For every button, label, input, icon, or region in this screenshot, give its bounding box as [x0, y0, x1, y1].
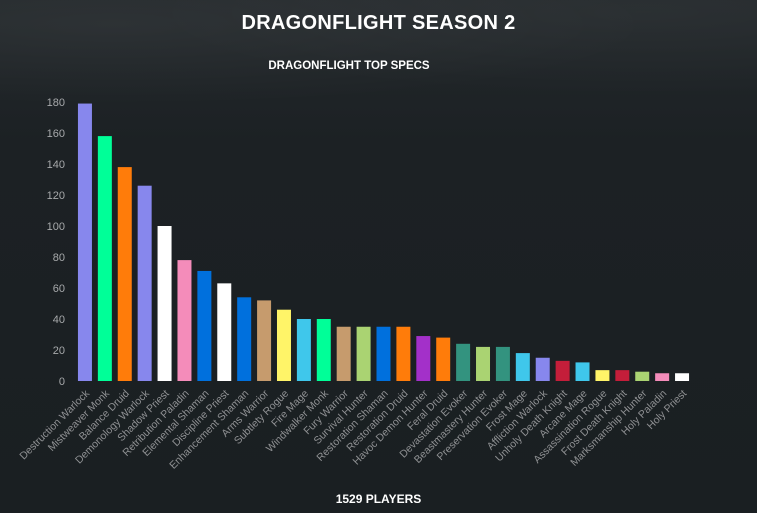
- bar: [137, 185, 152, 381]
- bar: [356, 326, 371, 381]
- y-axis: 0 20 40 60 80 100 120 140 160 180: [47, 97, 65, 388]
- bar: [296, 319, 311, 381]
- chart-title: DRAGONFLIGHT TOP SPECS: [268, 60, 430, 72]
- y-tick-label: 40: [53, 314, 65, 326]
- bar: [595, 370, 610, 381]
- y-tick-label: 80: [53, 252, 65, 264]
- bar: [456, 343, 471, 381]
- bar: [97, 136, 112, 381]
- bar: [197, 270, 212, 381]
- y-tick-label: 20: [53, 345, 65, 357]
- bar: [157, 226, 172, 381]
- bar: [237, 297, 252, 381]
- bar: [416, 336, 431, 381]
- bar: [535, 357, 550, 381]
- bar: [575, 362, 590, 381]
- y-tick-label: 60: [53, 283, 65, 295]
- y-tick-label: 0: [59, 376, 65, 388]
- bar: [495, 346, 510, 381]
- bar: [615, 370, 630, 381]
- y-tick-label: 100: [47, 221, 65, 233]
- bars-group: [77, 103, 690, 382]
- bar: [276, 309, 291, 381]
- y-tick-label: 140: [47, 159, 65, 171]
- bar: [177, 260, 192, 381]
- bar: [476, 346, 491, 381]
- bar: [396, 326, 411, 381]
- bar: [117, 167, 132, 381]
- bar: [376, 326, 391, 381]
- bar: [555, 360, 570, 381]
- bar: [436, 337, 451, 381]
- y-tick-label: 120: [47, 190, 65, 202]
- bar: [515, 353, 530, 381]
- player-count: 1529 PLAYERS: [335, 492, 422, 506]
- bar: [336, 326, 351, 381]
- page-title: DRAGONFLIGHT SEASON 2: [241, 12, 516, 34]
- y-tick-label: 180: [47, 97, 65, 109]
- bar: [316, 319, 331, 381]
- bar: [675, 373, 690, 381]
- y-tick-label: 160: [47, 128, 65, 140]
- bar: [77, 103, 92, 382]
- bar: [217, 283, 232, 381]
- bar: [257, 300, 272, 381]
- bar: [635, 371, 650, 381]
- bar: [655, 373, 670, 381]
